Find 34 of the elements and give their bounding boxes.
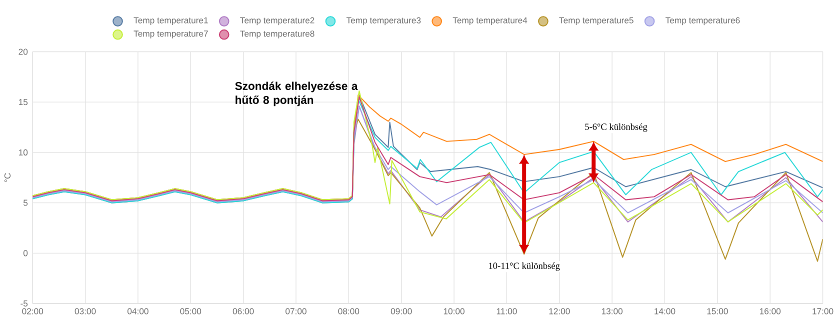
x-tick-label: 11:00 [496, 308, 517, 314]
legend-label: Temp temperature7 [134, 30, 208, 38]
x-tick-label: 03:00 [74, 308, 96, 314]
y-axis-title: °C [4, 172, 11, 182]
x-tick-label: 10:00 [444, 308, 464, 314]
x-tick-label: 05:00 [180, 308, 202, 314]
legend-label: Temp temperature8 [240, 30, 314, 38]
y-tick-label: 20 [18, 48, 28, 55]
x-tick-label: 13:00 [602, 308, 623, 314]
legend-label: Temp temperature5 [559, 17, 634, 25]
x-tick-label: 07:00 [286, 308, 306, 314]
annotation: 10-11°C különbség [489, 262, 560, 271]
x-tick-label: 12:00 [549, 308, 570, 314]
x-tick-label: 14:00 [654, 308, 676, 314]
legend-label: Temp temperature2 [240, 17, 314, 25]
legend-label: Temp temperature4 [452, 17, 528, 25]
x-tick-label: 04:00 [128, 308, 148, 314]
y-tick-label: 0 [23, 250, 28, 256]
x-tick-label: 17:00 [812, 308, 834, 314]
y-tick-label: 10 [19, 149, 28, 156]
legend-label: Temp temperature6 [666, 17, 740, 25]
x-tick-label: 02:00 [22, 308, 44, 314]
y-tick-label: -5 [20, 300, 28, 306]
y-tick-label: 5 [23, 200, 28, 206]
legend-label: Temp temperature3 [346, 17, 421, 25]
legend-label: Temp temperature1 [134, 17, 208, 25]
x-tick-label: 15:00 [707, 308, 728, 314]
annotation: Szondák elhelyezése a hűtő 8 pontján [235, 81, 358, 106]
x-tick-label: 09:00 [390, 308, 412, 314]
x-tick-label: 06:00 [232, 308, 254, 314]
annotation: 5-6°C különbség [585, 123, 648, 132]
y-tick-label: 15 [19, 98, 28, 105]
x-tick-label: 08:00 [338, 308, 360, 314]
x-tick-label: 16:00 [760, 308, 781, 314]
